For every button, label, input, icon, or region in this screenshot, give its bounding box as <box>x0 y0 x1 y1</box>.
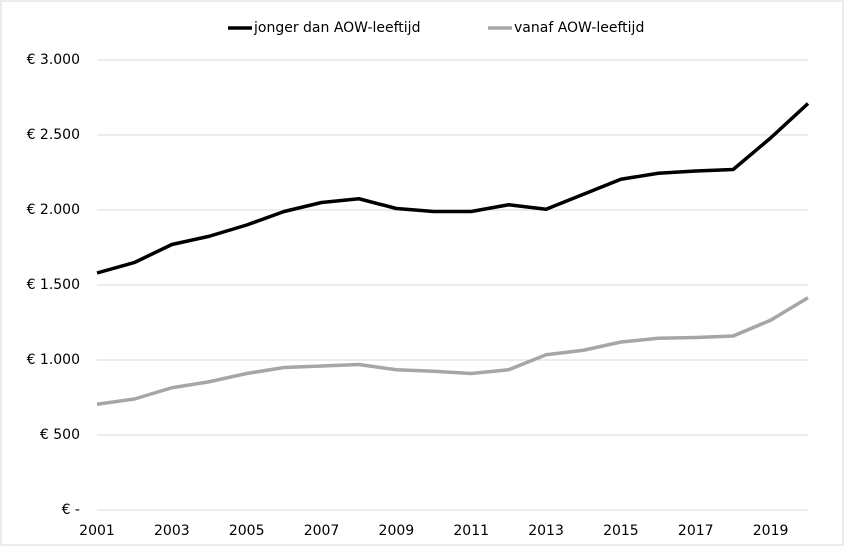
x-tick-label: 2001 <box>79 523 115 539</box>
x-tick-label: 2005 <box>229 523 265 539</box>
series-line <box>96 296 809 406</box>
x-tick-label: 2003 <box>154 523 190 539</box>
y-tick-label: € 500 <box>40 427 80 443</box>
y-tick-label: € - <box>62 502 80 518</box>
legend-label: jonger dan AOW-leeftijd <box>253 20 420 36</box>
x-tick-label: 2011 <box>453 523 489 539</box>
y-tick-label: € 2.500 <box>27 127 80 143</box>
y-tick-label: € 2.000 <box>27 202 80 218</box>
x-tick-label: 2019 <box>753 523 789 539</box>
y-tick-label: € 3.000 <box>27 52 80 68</box>
x-tick-label: 2017 <box>678 523 714 539</box>
x-tick-label: 2007 <box>304 523 340 539</box>
x-tick-label: 2013 <box>528 523 564 539</box>
series-line <box>96 102 810 275</box>
y-tick-label: € 1.000 <box>27 352 80 368</box>
y-tick-label: € 1.500 <box>27 277 80 293</box>
x-tick-label: 2015 <box>603 523 639 539</box>
x-tick-label: 2009 <box>379 523 415 539</box>
legend-label: vanaf AOW-leeftijd <box>514 20 644 36</box>
